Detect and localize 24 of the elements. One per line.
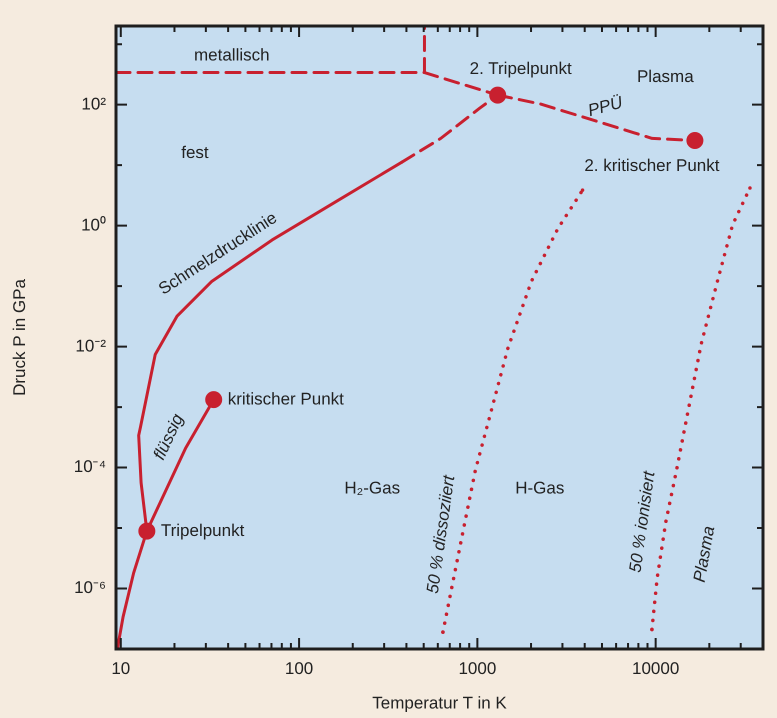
annotation: Tripelpunkt [160,520,245,540]
annotation: Plasma [636,66,694,86]
annotation: metallisch [194,46,270,65]
annotation: 2. Tripelpunkt [470,58,572,78]
x-tick-label: 1000 [458,658,496,678]
annotation: PPÜ [586,92,626,120]
annotation: fest [181,142,209,162]
y-tick-label: 10⁻⁶ [74,578,106,598]
y-tick-label: 10² [81,94,106,114]
y-axis-title: Druck P in GPa [10,278,29,396]
y-tick-label: 10⁻⁴ [74,457,106,476]
x-tick-label: 10000 [632,658,680,678]
annotation: Plasma [690,524,718,584]
x-tick-label: 10 [111,658,130,678]
annotation: kritischer Punkt [228,389,344,408]
y-tick-label: 10⁻² [75,336,106,356]
annotation: 2. kritischer Punkt [584,156,720,176]
x-axis-title: Temperatur T in K [372,693,508,712]
y-tick-label: 10⁰ [81,215,106,234]
annotation: 50 % dissoziiert [422,472,458,595]
annotation: H-Gas [515,478,564,498]
annotation: H₂-Gas [344,478,400,498]
x-tick-label: 100 [284,658,314,678]
annotation: 50 % ionisiert [626,468,659,574]
